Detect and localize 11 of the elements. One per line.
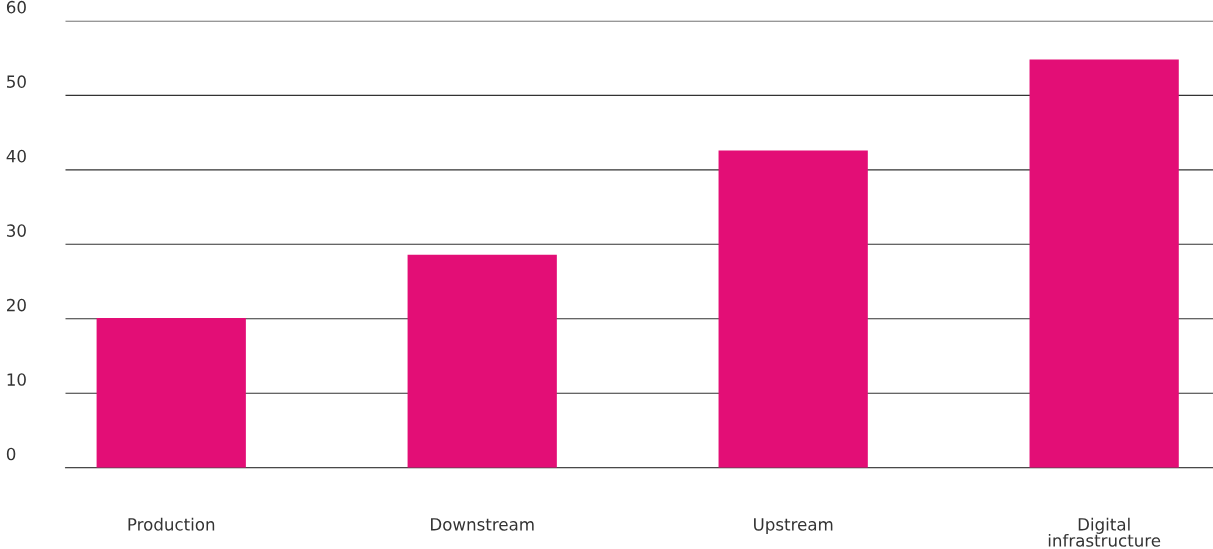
y-tick-label: 50	[7, 75, 26, 88]
x-tick-label: Downstream	[431, 518, 534, 531]
y-tick-label: 30	[7, 224, 26, 237]
y-tick-label: 10	[7, 373, 26, 386]
y-tick-label: 0	[6, 447, 16, 461]
y-tick-label: 40	[6, 149, 26, 163]
x-tick-label: Digital infrastructure	[1048, 517, 1161, 547]
y-tick-label: 60	[6, 0, 26, 14]
x-tick-label: Upstream	[754, 518, 833, 534]
x-tick-label: Production	[128, 517, 215, 531]
y-tick-label: 20	[7, 298, 26, 312]
